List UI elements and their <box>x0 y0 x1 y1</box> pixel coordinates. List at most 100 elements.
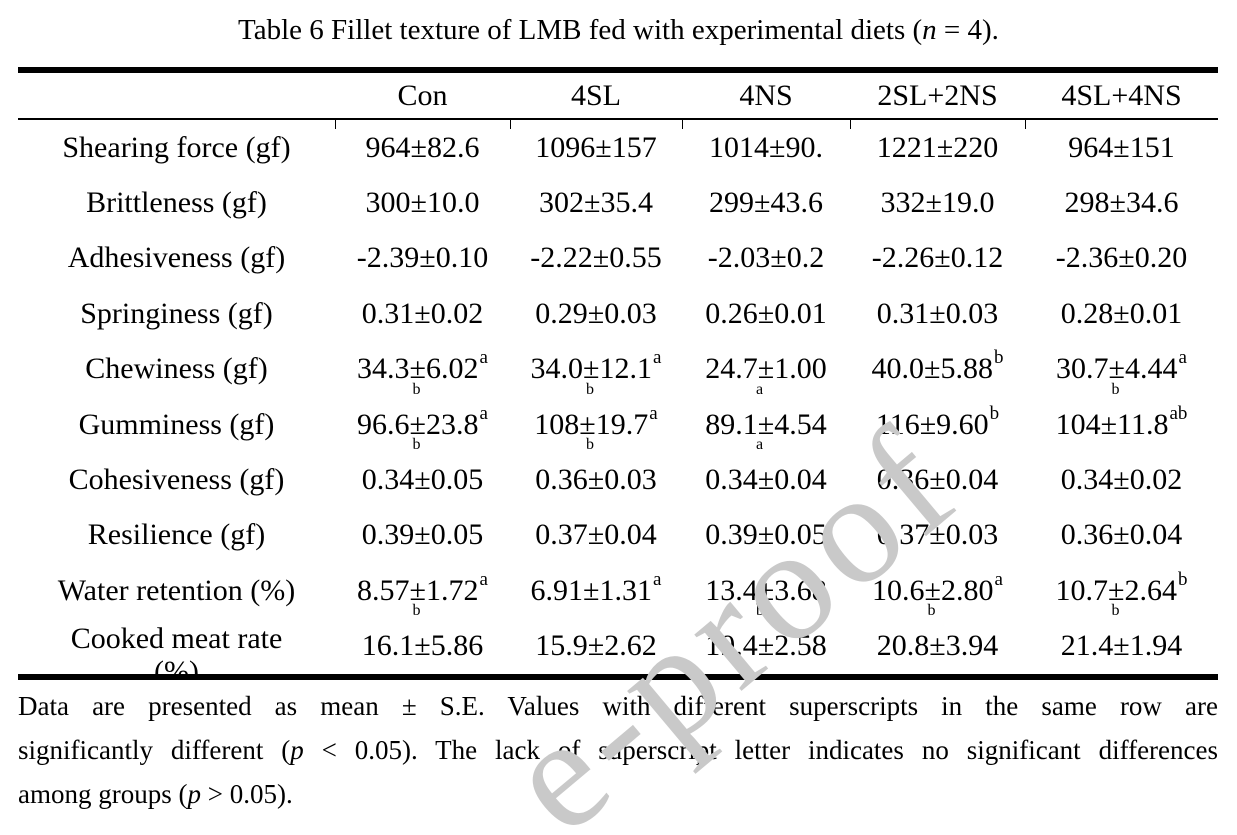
row-label: Chewiness (gf) <box>85 352 268 386</box>
table-header-rule <box>18 118 1218 129</box>
value-cell: -2.39±0.10 <box>335 231 510 286</box>
column-header: 4NS <box>739 78 793 112</box>
cell-value: 0.36±0.04 <box>1060 518 1183 552</box>
cell-value: 0.31±0.03 <box>876 296 999 330</box>
value-cell: 30.7±4.44 a b <box>1025 342 1218 397</box>
cell-value: 0.37±0.03 <box>876 518 999 552</box>
superscript-letter: b <box>989 402 1000 424</box>
superscript-letter: a <box>653 568 662 590</box>
table-bottom-rule <box>18 673 1218 680</box>
value-cell: 0.29±0.03 <box>510 286 682 341</box>
superscript-letter: a <box>994 568 1003 590</box>
table-header-row: Con 4SL 4NS 2SL+2NS 4SL+4NS <box>18 73 1218 118</box>
column-divider-tick <box>335 120 336 129</box>
cell-value: 40.0±5.88 <box>871 352 993 386</box>
cell-value: 21.4±1.94 <box>1060 629 1183 663</box>
column-divider-tick <box>850 120 851 129</box>
cell-value: 299±43.6 <box>709 186 823 220</box>
wrapped-superscript-letter: a <box>756 380 764 398</box>
value-cell: 0.34±0.05 <box>335 452 510 507</box>
value-cell: 302±35.4 <box>510 175 682 230</box>
value-cell: 21.4±1.94 <box>1025 619 1218 674</box>
cell-value: 0.36±0.04 <box>876 463 999 497</box>
cell-value: 89.1±4.54 <box>705 407 827 441</box>
table-caption-end: = 4). <box>936 14 999 46</box>
cell-value: 1096±157 <box>535 130 657 164</box>
row-label: Resilience (gf) <box>87 518 266 552</box>
superscript-letter: a <box>1178 347 1187 369</box>
value-cell: 20.8±3.94 <box>850 619 1025 674</box>
value-cell: 89.1±4.54 a <box>682 397 850 453</box>
wrapped-superscript-letter: b <box>586 380 594 398</box>
cell-value: 1221±220 <box>876 130 999 164</box>
cell-value: 24.7±1.00 <box>705 352 827 386</box>
table-row: Shearing force (gf) 964±82.6 1096±157 1014±… <box>18 120 1218 175</box>
value-cell: 24.7±1.00 a <box>682 342 850 397</box>
value-cell: 34.0±12.1 a b <box>510 342 682 397</box>
value-cell: 96.6±23.8 a b <box>335 397 510 453</box>
value-cell: 0.36±0.03 <box>510 452 682 507</box>
value-cell: 0.34±0.04 <box>682 452 850 507</box>
value-cell: 1014±90. <box>682 120 850 175</box>
value-cell: 0.26±0.01 <box>682 286 850 341</box>
superscript-letter: b <box>1177 568 1188 590</box>
cell-value: 964±151 <box>1068 130 1175 164</box>
cell-value: 108±19.7 <box>534 407 649 441</box>
cell-value: 16.1±5.86 <box>361 629 484 663</box>
table-row: Brittleness (gf) 300±10.0 302±35.4 299±43.6… <box>18 175 1218 230</box>
cell-value: 19.4±2.58 <box>705 629 827 663</box>
superscript-letter: a <box>653 347 662 369</box>
table-footnote: Data are presented as mean ± S.E. Values… <box>18 684 1218 816</box>
table-caption-n-italic: n <box>922 14 937 46</box>
row-label: Water retention (%) <box>57 573 296 607</box>
value-cell: 10.6±2.80 a b <box>850 563 1025 620</box>
value-cell: 34.3±6.02 a b <box>335 342 510 397</box>
value-cell: 1221±220 <box>850 120 1025 175</box>
row-label: Springiness (gf) <box>80 296 273 330</box>
p-italic: p <box>187 779 201 809</box>
cell-value: 8.57±1.72 <box>357 573 479 607</box>
wrapped-superscript-letter: b <box>927 602 936 620</box>
value-cell: 964±82.6 <box>335 120 510 175</box>
value-cell: 1096±157 <box>510 120 682 175</box>
value-cell: 0.39±0.05 <box>335 508 510 563</box>
cell-value: 20.8±3.94 <box>876 629 999 663</box>
cell-value: 0.29±0.03 <box>535 296 657 330</box>
cell-value: 30.7±4.44 <box>1056 352 1178 386</box>
table-body: Shearing force (gf) 964±82.6 1096±157 1014±… <box>18 120 1218 674</box>
cell-value: 300±10.0 <box>365 186 480 220</box>
footnote-line-3: among groups (p > 0.05). <box>18 779 293 809</box>
cell-value: -2.03±0.2 <box>707 241 825 275</box>
cell-value: 0.34±0.04 <box>705 463 827 497</box>
value-cell: 10.7±2.64 b b <box>1025 563 1218 619</box>
cell-value: 10.7±2.64 <box>1055 573 1177 607</box>
cell-value: 6.91±1.31 <box>530 573 653 607</box>
table-caption-text: Table 6 Fillet texture of LMB fed with e… <box>238 14 923 46</box>
table-caption: Table 6 Fillet texture of LMB fed with e… <box>0 14 1237 47</box>
value-cell: 13.4±3.68 b <box>682 563 850 619</box>
row-label-line1: Cooked meat rate <box>70 622 283 656</box>
p-italic: p <box>290 735 304 765</box>
value-cell: 298±34.6 <box>1025 175 1218 230</box>
superscript-letter: a <box>649 402 658 424</box>
cell-value: 0.26±0.01 <box>705 296 827 330</box>
value-cell: 299±43.6 <box>682 175 850 230</box>
cell-value: 0.34±0.05 <box>361 463 484 497</box>
cell-value: -2.39±0.10 <box>356 241 489 275</box>
table-row: Gumminess (gf) 96.6±23.8 a b 108±19.7 a b 89.1±… <box>18 397 1218 453</box>
column-divider-tick <box>1025 120 1026 129</box>
value-cell: 19.4±2.58 <box>682 619 850 674</box>
table-row: Resilience (gf) 0.39±0.05 0.37±0.04 0.39±0.… <box>18 508 1218 563</box>
value-cell: 0.39±0.05 <box>682 508 850 563</box>
value-cell: 6.91±1.31 a <box>510 563 682 618</box>
cell-value: 104±11.8 <box>1055 407 1169 441</box>
cell-value: 10.6±2.80 <box>872 573 994 607</box>
cell-value: 298±34.6 <box>1064 186 1179 220</box>
cell-value: 0.34±0.02 <box>1060 463 1183 497</box>
wrapped-superscript-letter: b <box>586 435 594 453</box>
column-divider-tick <box>510 120 511 129</box>
value-cell: -2.03±0.2 <box>682 231 850 286</box>
cell-value: 0.36±0.03 <box>535 463 657 497</box>
cell-value: -2.26±0.12 <box>871 241 1004 275</box>
wrapped-superscript-letter: b <box>412 435 421 453</box>
